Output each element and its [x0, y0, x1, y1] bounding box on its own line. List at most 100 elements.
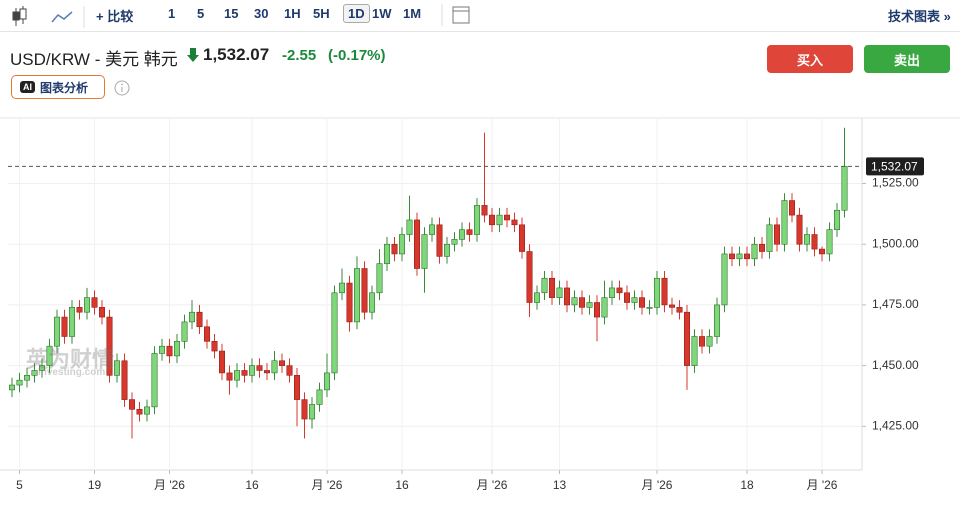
tech-chart-link[interactable]: 技术图表 »	[888, 9, 951, 24]
interval-button[interactable]: 5	[197, 6, 205, 21]
y-tick-label: 1,450.00	[872, 358, 919, 372]
candle-body	[293, 375, 300, 400]
candle-body	[16, 379, 23, 386]
candle-body	[398, 234, 405, 255]
candle-body	[631, 297, 638, 303]
candle-body	[518, 224, 525, 252]
candle-body	[451, 239, 458, 245]
x-tick-label: 月 '26	[312, 478, 343, 492]
candle-body	[263, 370, 270, 374]
interval-button[interactable]: 5H	[313, 6, 330, 21]
candle-body	[413, 219, 420, 269]
candle-body	[241, 370, 248, 376]
candle-body	[466, 229, 473, 235]
candle-body	[691, 336, 698, 366]
candle-body	[698, 336, 705, 347]
candle-body	[623, 292, 630, 303]
ai-button[interactable]: AI 图表分析	[11, 75, 105, 99]
candle-body	[181, 321, 188, 342]
candle-body	[53, 316, 60, 347]
down-arrow	[187, 48, 199, 62]
candle-body	[721, 253, 728, 306]
candle-body	[773, 224, 780, 245]
x-tick-label: 5	[16, 478, 23, 492]
candle-body	[174, 341, 181, 357]
candle-body	[736, 253, 743, 260]
y-tick-label: 1,500.00	[872, 236, 919, 250]
candle-body	[9, 384, 16, 391]
buy-button[interactable]: 买入	[767, 45, 853, 73]
candle-body	[166, 345, 173, 357]
candle-body	[758, 243, 765, 252]
candle-body	[226, 372, 233, 381]
candle-body	[811, 234, 818, 250]
candle-body	[376, 263, 383, 294]
y-tick-label: 1,525.00	[872, 176, 919, 190]
candle-body	[61, 316, 68, 337]
candle-body	[106, 316, 113, 376]
candle-body	[286, 365, 293, 376]
candle-body	[421, 234, 428, 269]
price: 1,532.07	[203, 45, 270, 64]
candle-body	[653, 277, 660, 308]
candle-body	[751, 243, 758, 260]
toolbar-icons	[12, 6, 85, 28]
candle-body	[46, 345, 53, 366]
last-price-label: 1,532.07	[871, 160, 918, 174]
candle-body	[76, 307, 83, 313]
interval-button[interactable]: 1M	[403, 6, 422, 21]
info-icon[interactable]	[113, 79, 131, 97]
candle-body	[593, 302, 600, 318]
x-tick-label: 13	[553, 478, 567, 492]
x-tick-label: 月 '26	[642, 478, 673, 492]
sell-button[interactable]: 卖出	[864, 45, 950, 73]
ai-badge: AI	[20, 81, 35, 93]
watermark-en: Investing.com	[38, 367, 106, 378]
candle-body	[256, 365, 263, 371]
candle-body	[428, 224, 435, 235]
interval-button[interactable]: 1	[168, 6, 176, 21]
candle-body	[361, 268, 368, 313]
layout-icon[interactable]	[440, 0, 470, 30]
candle-body	[353, 268, 360, 323]
candle-body	[668, 304, 675, 308]
interval-button[interactable]: 30	[254, 6, 269, 21]
candle-body	[144, 406, 151, 415]
candle-body	[638, 297, 645, 308]
candle-body	[159, 345, 166, 354]
interval-button[interactable]: 1H	[284, 6, 301, 21]
candle-body	[338, 282, 345, 294]
candle-body	[316, 389, 323, 405]
candle-body	[616, 287, 623, 294]
candle-body	[788, 200, 795, 216]
candle-body	[219, 350, 226, 374]
candle-body	[308, 404, 315, 420]
candle-body	[346, 282, 353, 323]
candle-body	[383, 243, 390, 264]
candle-body	[151, 353, 158, 408]
candle-body	[278, 360, 285, 366]
candle-body	[781, 200, 788, 245]
candle-body	[301, 399, 308, 420]
candle-body	[69, 307, 76, 337]
compare-label: 比较	[107, 9, 134, 24]
candle-body	[608, 287, 615, 298]
interval-button[interactable]: 15	[224, 6, 239, 21]
candle-body	[713, 304, 720, 337]
candle-body	[683, 311, 690, 366]
candle-body	[661, 277, 668, 306]
interval-button[interactable]: 1W	[372, 6, 392, 21]
interval-button[interactable]: 1D	[343, 4, 370, 23]
x-tick-label: 16	[395, 478, 409, 492]
candle-body	[323, 372, 330, 391]
compare-button[interactable]: + 比较	[96, 9, 134, 24]
candle-body	[458, 229, 465, 240]
symbol: USD/KRW - 美元 韩元	[10, 50, 178, 69]
candle-body	[548, 277, 555, 298]
candle-body	[646, 307, 653, 309]
candle-body	[31, 370, 38, 376]
candle-body	[249, 365, 256, 376]
candle-body	[84, 297, 91, 313]
